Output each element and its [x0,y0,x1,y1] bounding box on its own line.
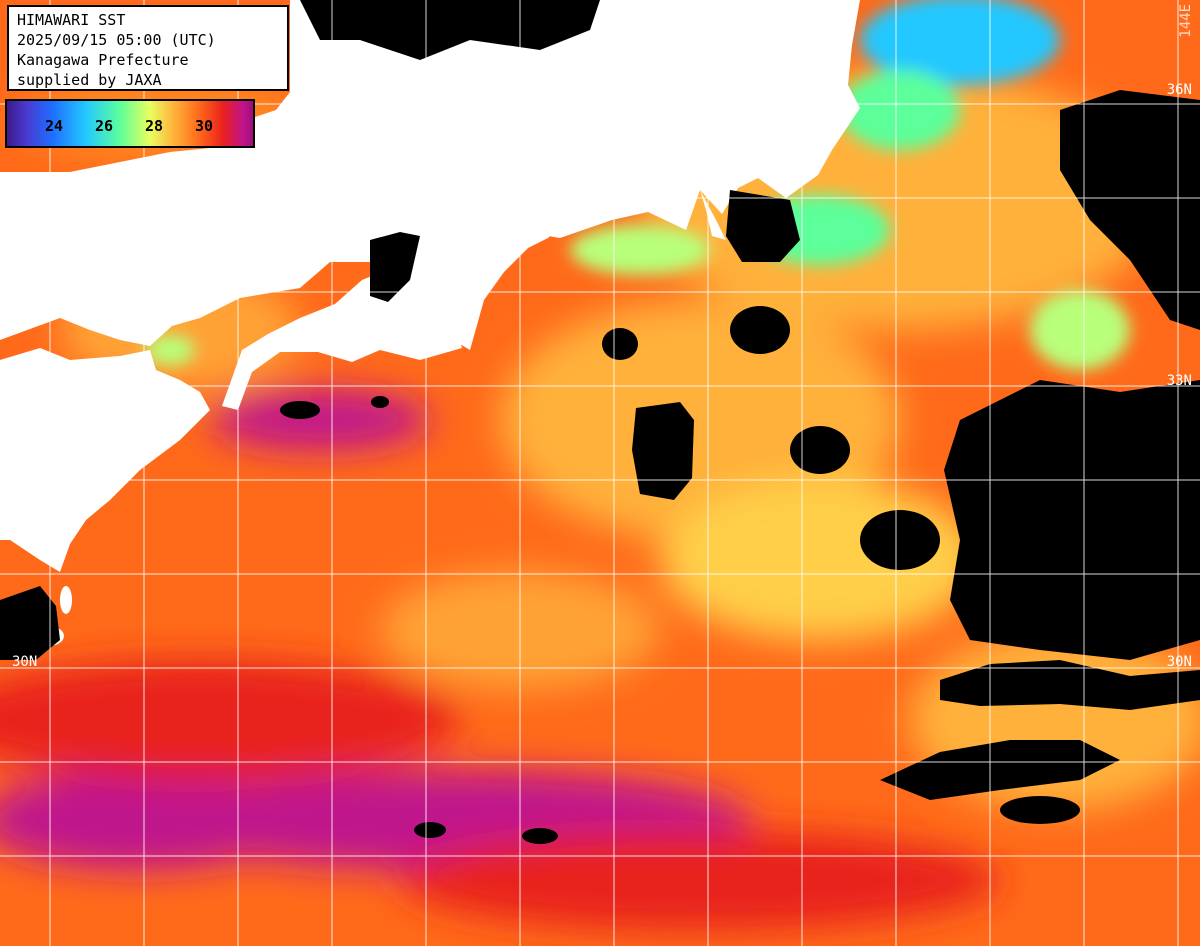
cloud-inland [370,232,420,302]
cloud-izu-east [726,190,800,262]
tanegashima-island [60,586,72,614]
lat-label-33n: 33N [1166,373,1192,389]
title-product: HIMAWARI SST [17,11,126,29]
cloud-blob4 [522,828,558,844]
title-datetime: 2025/09/15 05:00 (UTC) [17,31,216,49]
cloud-kyushu-west [0,586,60,660]
cloud-blob3 [371,396,389,408]
kyushu-land [0,348,210,572]
color-scale-legend: 24 26 28 30 [5,99,255,148]
legend-tick-30: 30 [195,117,214,135]
legend-tick-26: 26 [95,117,114,135]
cloud-blob6 [1000,796,1080,824]
title-region: Kanagawa Prefecture [17,51,189,69]
honshu-land [0,0,860,350]
cloud-ne [1060,90,1200,330]
lat-label-30n-right: 30N [1166,654,1192,670]
kii-tip [528,208,560,248]
cloud-blob2 [280,401,320,419]
cloud-blob1 [602,328,638,360]
legend-tick-24: 24 [45,117,64,135]
legend-tick-28: 28 [145,117,164,135]
lon-label-144e: 144E [1178,4,1194,38]
lat-label-36n: 36N [1166,82,1192,98]
cloud-blob7 [860,510,940,570]
cloud-blob9 [730,306,790,354]
cloud-blob5 [414,822,446,838]
cloud-se-band1 [940,660,1200,710]
shikoku-land [222,268,462,410]
lat-label-30n-left: 30N [12,654,38,670]
cloud-mask [0,0,1200,844]
cloud-center [632,402,694,500]
cool-water [145,0,1130,370]
cloud-se-band2 [880,740,1120,800]
cloud-north [300,0,600,60]
land [0,0,860,646]
izu-peninsula [700,190,726,240]
cloud-east-large [944,380,1200,660]
title-box: HIMAWARI SST 2025/09/15 05:00 (UTC) Kana… [7,5,289,91]
title-source: supplied by JAXA [17,71,162,89]
cloud-blob8 [790,426,850,474]
